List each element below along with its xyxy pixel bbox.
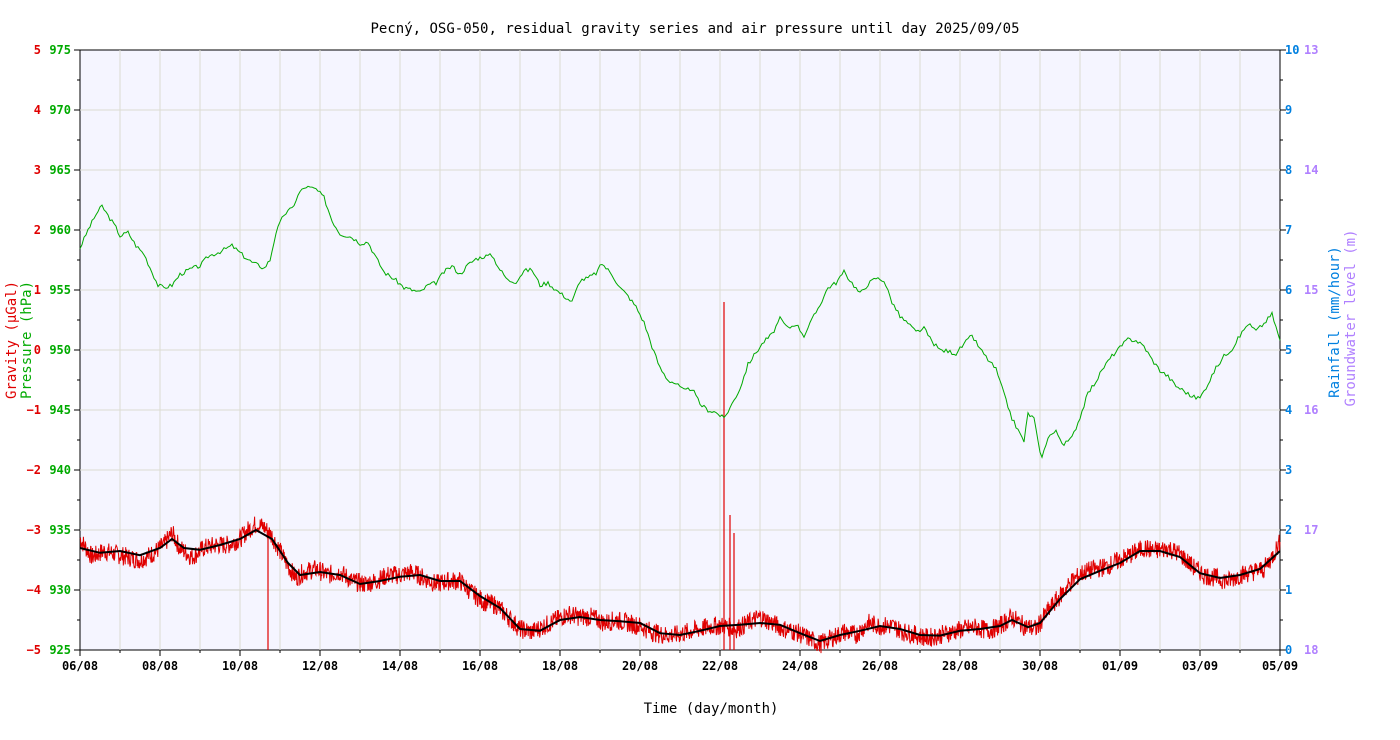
rainfall-tick-label: 9 xyxy=(1285,103,1292,117)
x-tick-label: 08/08 xyxy=(142,659,178,673)
pressure-tick-label: 975 xyxy=(49,43,71,57)
x-tick-label: 22/08 xyxy=(702,659,738,673)
x-tick-label: 05/09 xyxy=(1262,659,1298,673)
x-tick-label: 10/08 xyxy=(222,659,258,673)
gravity-tick-label: −2 xyxy=(27,463,41,477)
gravity-tick-label: −4 xyxy=(27,583,41,597)
rainfall-tick-label: 5 xyxy=(1285,343,1292,357)
gravity-tick-label: −5 xyxy=(27,643,41,657)
x-tick-label: 03/09 xyxy=(1182,659,1218,673)
gravity-tick-label: 4 xyxy=(34,103,41,117)
rainfall-tick-label: 6 xyxy=(1285,283,1292,297)
x-axis-label: Time (day/month) xyxy=(644,701,779,717)
gravity-smoothed-line xyxy=(79,528,1281,643)
x-axis-ticks: 06/08 08/08 10/08 12/08 14/08 16/08 18/08 20/08… xyxy=(62,650,1298,673)
x-tick-label: 16/08 xyxy=(462,659,498,673)
pressure-tick-label: 945 xyxy=(49,403,71,417)
gravity-axis-ticks: 5 4 3 2 1 0 −1 −2 −3 −4 −5 xyxy=(27,43,80,657)
pressure-tick-label: 955 xyxy=(49,283,71,297)
gravity-tick-label: 5 xyxy=(34,43,41,57)
rainfall-tick-label: 8 xyxy=(1285,163,1292,177)
groundwater-tick-label: 17 xyxy=(1304,523,1318,537)
rainfall-tick-label: 1 xyxy=(1285,583,1292,597)
rainfall-tick-label: 0 xyxy=(1285,643,1292,657)
gravity-tick-label: 0 xyxy=(34,343,41,357)
pressure-tick-label: 965 xyxy=(49,163,71,177)
pressure-tick-label: 950 xyxy=(49,343,71,357)
pressure-series-line xyxy=(79,185,1281,459)
pressure-tick-label: 970 xyxy=(49,103,71,117)
gravity-series-line xyxy=(79,516,1281,654)
gravity-tick-label: −1 xyxy=(27,403,41,417)
gravity-tick-label: 1 xyxy=(34,283,41,297)
gravity-axis-label: Gravity (µGal) xyxy=(4,281,20,399)
rainfall-tick-label: 7 xyxy=(1285,223,1292,237)
x-tick-label: 24/08 xyxy=(782,659,818,673)
x-tick-label: 06/08 xyxy=(62,659,98,673)
pressure-tick-label: 925 xyxy=(49,643,71,657)
x-tick-label: 01/09 xyxy=(1102,659,1138,673)
series-layer xyxy=(79,185,1281,654)
rainfall-tick-label: 4 xyxy=(1285,403,1292,417)
pressure-tick-label: 935 xyxy=(49,523,71,537)
groundwater-axis-ticks: 13 14 15 16 17 18 xyxy=(1304,43,1318,657)
groundwater-tick-label: 14 xyxy=(1304,163,1318,177)
rainfall-tick-label: 3 xyxy=(1285,463,1292,477)
groundwater-tick-label: 15 xyxy=(1304,283,1318,297)
rainfall-tick-label: 10 xyxy=(1285,43,1299,57)
x-tick-label: 14/08 xyxy=(382,659,418,673)
gravity-tick-label: 3 xyxy=(34,163,41,177)
x-tick-label: 18/08 xyxy=(542,659,578,673)
gravity-tick-label: −3 xyxy=(27,523,41,537)
x-tick-label: 28/08 xyxy=(942,659,978,673)
x-tick-label: 12/08 xyxy=(302,659,338,673)
groundwater-tick-label: 13 xyxy=(1304,43,1318,57)
pressure-axis-ticks: 975 970 965 960 955 950 945 940 935 930 925 xyxy=(49,43,71,657)
groundwater-axis-label: Groundwater level (m) xyxy=(1343,229,1359,406)
groundwater-tick-label: 18 xyxy=(1304,643,1318,657)
chart-title: Pecný, OSG-050, residual gravity series … xyxy=(370,21,1019,37)
rainfall-tick-label: 2 xyxy=(1285,523,1292,537)
x-tick-label: 20/08 xyxy=(622,659,658,673)
gravity-tick-label: 2 xyxy=(34,223,41,237)
pressure-tick-label: 940 xyxy=(49,463,71,477)
x-tick-label: 26/08 xyxy=(862,659,898,673)
rainfall-axis-label: Rainfall (mm/hour) xyxy=(1327,246,1343,398)
pressure-tick-label: 930 xyxy=(49,583,71,597)
pressure-axis-label: Pressure (hPa) xyxy=(19,281,35,399)
x-tick-label: 30/08 xyxy=(1022,659,1058,673)
pressure-tick-label: 960 xyxy=(49,223,71,237)
groundwater-tick-label: 16 xyxy=(1304,403,1318,417)
